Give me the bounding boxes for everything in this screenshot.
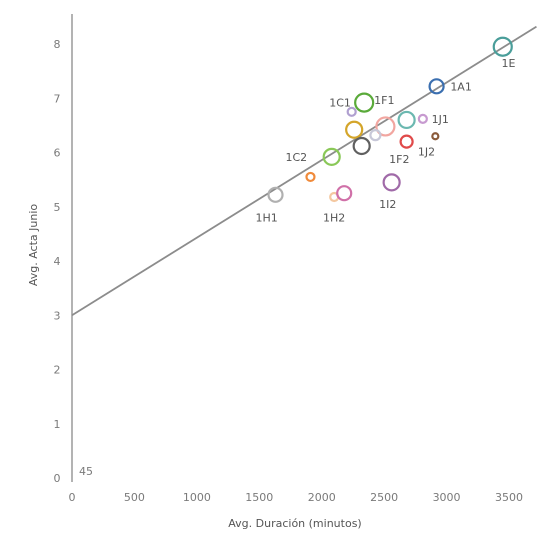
y-tick-label: 3: [54, 309, 61, 322]
data-point: [397, 110, 416, 130]
point-label: 1J1: [432, 113, 449, 126]
data-point: [369, 129, 382, 142]
y-tick-label: 8: [54, 38, 61, 51]
data-point: [346, 106, 357, 117]
x-tick-label: 2000: [308, 491, 336, 504]
point-label: 1F1: [374, 94, 394, 107]
trend-line-path: [71, 25, 537, 317]
point-label: 1F2: [389, 153, 409, 166]
y-tick-label: 0: [54, 472, 61, 485]
x-tick-label: 500: [124, 491, 145, 504]
x-tick-label: 0: [69, 491, 76, 504]
data-point: [431, 132, 440, 141]
data-point: [492, 36, 513, 57]
y-tick-label: 1: [54, 418, 61, 431]
trend-line: [71, 25, 537, 317]
data-point: [417, 113, 428, 124]
data-point: [305, 171, 316, 183]
data-point: [345, 120, 364, 139]
data-points: [267, 36, 513, 203]
point-label: 1C1: [329, 97, 351, 110]
x-tick-label: 1500: [245, 491, 273, 504]
data-point: [354, 92, 375, 113]
x-tick-label: 1000: [183, 491, 211, 504]
y-tick-label: 6: [54, 147, 61, 160]
data-point: [382, 173, 401, 192]
y-axis-title: Avg. Acta Junio: [27, 204, 40, 287]
x-tick-labels: 0 500 1000 1500 2000 2500 3000 3500: [69, 491, 524, 504]
point-label: 1J2: [418, 145, 435, 158]
y-tick-label: 4: [54, 255, 61, 268]
data-point: [267, 186, 284, 203]
x-axis-title: Avg. Duración (minutos): [228, 517, 361, 530]
y-tick-label: 7: [54, 92, 61, 105]
data-point: [322, 147, 341, 166]
x-tick-label: 2500: [370, 491, 398, 504]
point-label: 1E: [502, 57, 516, 70]
data-point: [352, 136, 371, 156]
point-label: 1A1: [450, 80, 472, 93]
data-point: [399, 134, 414, 149]
y-tick-label: 5: [54, 201, 61, 214]
data-point: [375, 116, 396, 137]
point-labels: 1E 1A1 1C1 1F1 1J1 1C2 1F2 1J2 1I2 1H1 1H2: [256, 57, 516, 225]
data-point: [336, 185, 353, 202]
point-label: 1I2: [379, 198, 396, 211]
data-point: [428, 78, 445, 95]
point-label: 1H2: [323, 212, 345, 225]
point-label: 1H1: [256, 212, 278, 225]
x-tick-label: 3000: [433, 491, 461, 504]
y-tick-label: 2: [54, 364, 61, 377]
corner-annotation: 45: [79, 465, 93, 478]
y-tick-labels: 0 1 2 3 4 5 6 7 8: [54, 38, 61, 485]
x-tick-label: 3500: [495, 491, 523, 504]
point-label: 1C2: [286, 151, 308, 164]
